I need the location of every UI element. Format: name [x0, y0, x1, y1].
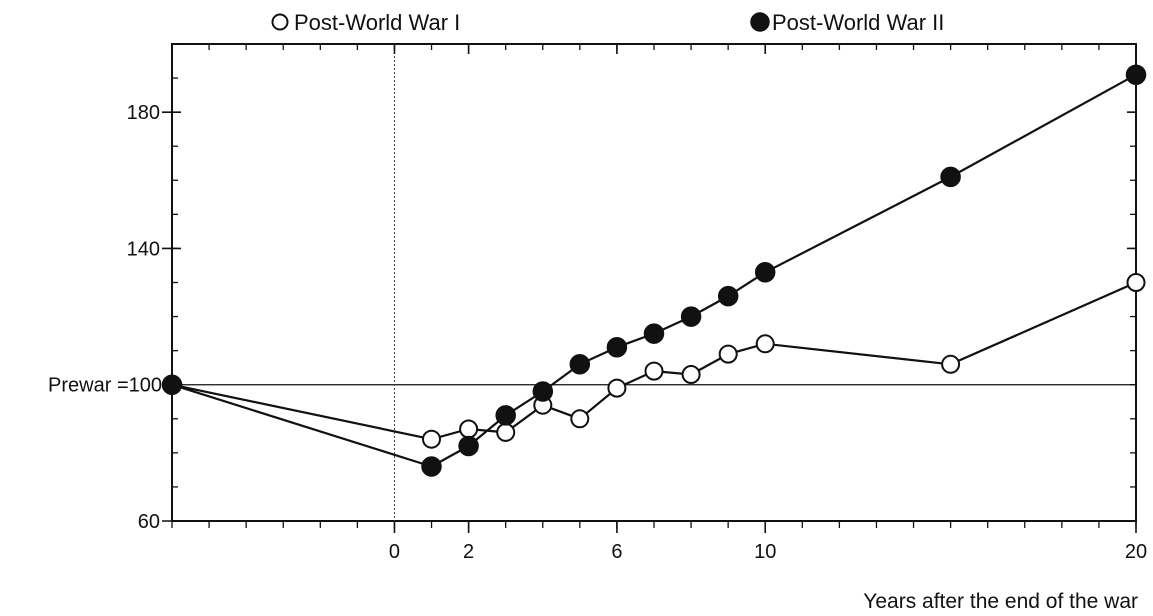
- x-axis-label: Years after the end of the war: [863, 590, 1138, 613]
- legend: Post-World War I Post-World War II: [271, 10, 944, 35]
- legend-label-post-ww1: Post-World War I: [294, 10, 460, 35]
- post-ww2-point: [161, 374, 183, 395]
- post-ww1-point: [570, 409, 590, 429]
- plot-frame: [171, 43, 1137, 522]
- post-ww2-point: [754, 262, 776, 283]
- post-ww2-point: [643, 323, 665, 344]
- series-line-2: [171, 73, 1137, 468]
- post-ww1-point: [644, 361, 664, 381]
- post-ww1-point: [1126, 273, 1146, 292]
- legend-marker-post-ww1: [271, 13, 289, 31]
- post-ww2-point: [495, 405, 516, 426]
- series-points: [161, 64, 1147, 477]
- x-tick-label: 0: [389, 541, 400, 563]
- y-tick-label: 180: [127, 102, 160, 124]
- plot-border: [171, 43, 1137, 522]
- x-tick-label: 20: [1125, 541, 1147, 563]
- x-axis-ticks: 0 2 6 10 20: [389, 44, 1147, 563]
- post-ww1-point: [755, 334, 775, 354]
- post-ww1-point: [459, 419, 479, 439]
- post-ww2-point: [569, 354, 591, 375]
- post-ww1-point: [607, 378, 627, 398]
- x-tick-label: 2: [463, 541, 474, 563]
- series-lines: [171, 73, 1137, 468]
- minor-ticks: [171, 43, 1137, 528]
- y-tick-label: 60: [138, 511, 160, 533]
- legend-marker-post-ww2: [750, 12, 770, 32]
- reference-lines: Prewar =100: [48, 44, 1136, 521]
- y-axis-ticks: 60 140 180: [127, 102, 1136, 533]
- post-ww2-point: [458, 435, 479, 457]
- y-tick-label: 140: [127, 238, 160, 260]
- post-ww1-point: [496, 422, 516, 442]
- post-ww1-point: [718, 344, 738, 364]
- post-ww2-point: [421, 456, 442, 477]
- post-ww2-point: [606, 336, 628, 358]
- post-ww1-point: [681, 365, 701, 384]
- legend-label-post-ww2: Post-World War II: [772, 10, 944, 35]
- post-ww1-point: [941, 354, 961, 374]
- series-line-1: [171, 281, 1137, 441]
- post-ww2-point: [1125, 64, 1147, 85]
- prewar-reference-label: Prewar =100: [48, 375, 162, 397]
- post-ww2-point: [940, 166, 961, 188]
- post-ww1-point: [422, 429, 441, 449]
- post-ww2-point: [717, 285, 739, 307]
- post-ww2-point: [680, 306, 702, 327]
- x-tick-label: 6: [611, 541, 622, 563]
- post-ww2-point: [532, 381, 554, 402]
- x-tick-label: 10: [754, 541, 776, 563]
